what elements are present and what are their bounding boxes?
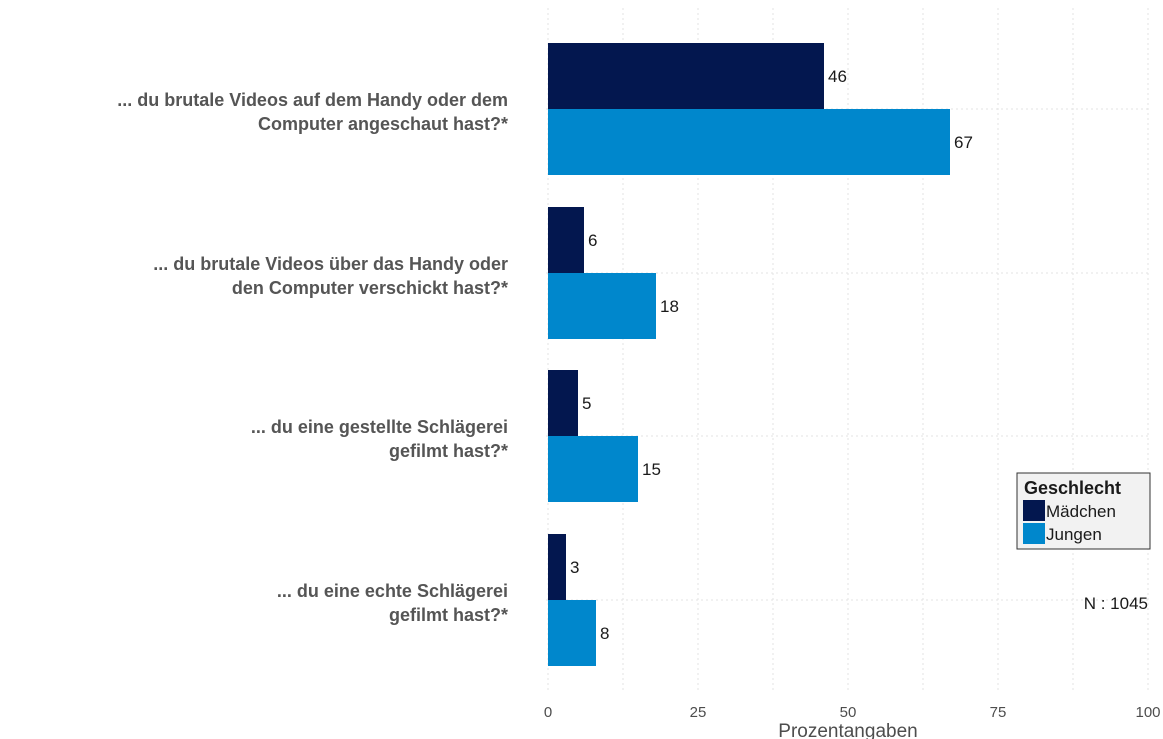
data-label: 5 [582,394,591,413]
bar [548,273,656,339]
data-label: 46 [828,67,847,86]
x-axis-ticks: 0 25 50 75 100 [544,704,1161,721]
legend-swatch-maedchen [1023,500,1045,521]
bar [548,109,950,175]
bar [548,436,638,502]
x-tick-label: 75 [990,704,1007,721]
legend-label-maedchen: Mädchen [1046,502,1116,521]
x-tick-label: 25 [690,704,707,721]
x-tick-label: 0 [544,704,552,721]
category-label: ... du brutale Videos über das Handy ode… [153,254,508,298]
sample-size-note: N : 1045 [1084,594,1148,613]
data-label: 3 [570,558,579,577]
x-tick-label: 100 [1135,704,1160,721]
category-label: ... du eine echte Schlägerei gefilmt hast… [277,581,508,625]
legend-swatch-jungen [1023,523,1045,544]
data-label: 8 [600,624,609,643]
bar [548,43,824,109]
bar [548,370,578,436]
legend-title: Geschlecht [1024,478,1121,498]
data-label: 15 [642,460,661,479]
legend-label-jungen: Jungen [1046,525,1102,544]
category-label: ... du eine gestellte Schlägerei gefilmt … [251,417,508,461]
data-label: 18 [660,297,679,316]
legend: Geschlecht Mädchen Jungen [1016,472,1151,550]
data-label: 6 [588,231,597,250]
x-tick-label: 50 [840,704,857,721]
bar [548,534,566,600]
bar [548,600,596,666]
category-label: ... du brutale Videos auf dem Handy oder… [117,90,508,134]
bars [548,43,950,666]
grid-lines [546,8,1149,690]
value-labels: 46 6 5 3 67 18 15 8 [570,67,973,643]
x-axis-title: Prozentangaben [778,721,917,739]
data-label: 67 [954,133,973,152]
category-labels: ... du brutale Videos auf dem Handy oder… [117,90,508,625]
bar [548,207,584,273]
